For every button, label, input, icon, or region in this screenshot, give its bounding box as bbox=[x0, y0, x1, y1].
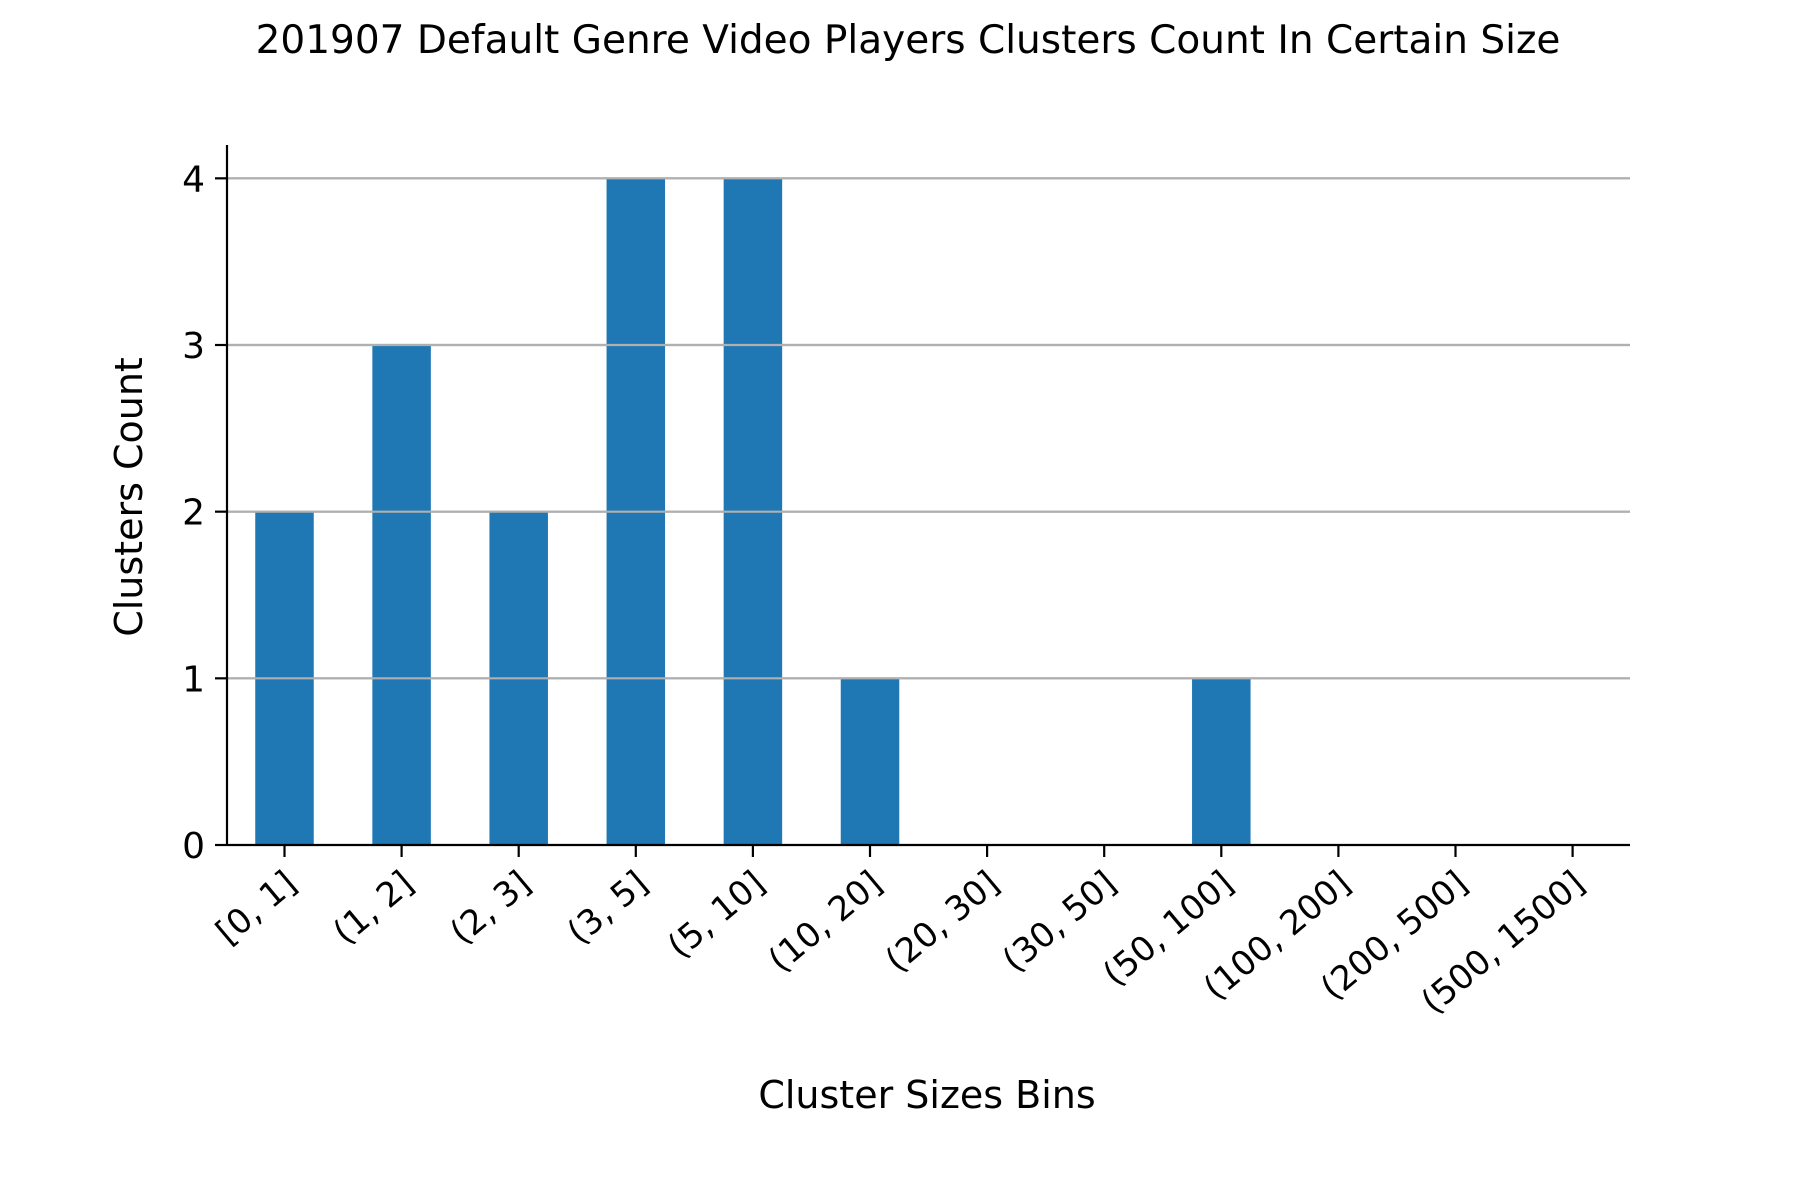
x-ticks: [0, 1] (1, 2] (2, 3] (3, 5] (5, 10](10, 20](… bbox=[209, 845, 1592, 1022]
x-axis-label: Cluster Sizes Bins bbox=[758, 1073, 1095, 1117]
bar-1 bbox=[372, 345, 431, 845]
axes bbox=[225, 145, 1630, 847]
bars bbox=[227, 177, 1630, 846]
x-tick-label-6: (20, 30] bbox=[878, 863, 1007, 980]
x-tick-label-5: (10, 20] bbox=[761, 863, 890, 980]
chart-title: 201907 Default Genre Video Players Clust… bbox=[256, 18, 1561, 63]
bar-5 bbox=[840, 678, 900, 845]
y-tick-label-4: 4 bbox=[182, 159, 205, 200]
bar-8 bbox=[1192, 678, 1251, 845]
y-tick-label-3: 3 bbox=[182, 326, 205, 367]
y-tick-label-0: 0 bbox=[182, 826, 205, 867]
y-tick-label-2: 2 bbox=[182, 493, 205, 534]
x-tick-label-0: [0, 1] bbox=[209, 863, 305, 952]
x-tick-label-3: (3, 5] bbox=[560, 863, 656, 952]
y-ticks: 0 1 2 3 4 bbox=[182, 159, 227, 867]
y-axis-label: Clusters Count bbox=[107, 357, 151, 637]
x-tick-label-1: (1, 2] bbox=[326, 863, 422, 952]
x-tick-label-2: (2, 3] bbox=[443, 863, 539, 952]
x-tick-label-4: (5, 10] bbox=[660, 863, 772, 966]
gridlines bbox=[227, 177, 1630, 680]
y-tick-label-1: 1 bbox=[182, 659, 205, 700]
